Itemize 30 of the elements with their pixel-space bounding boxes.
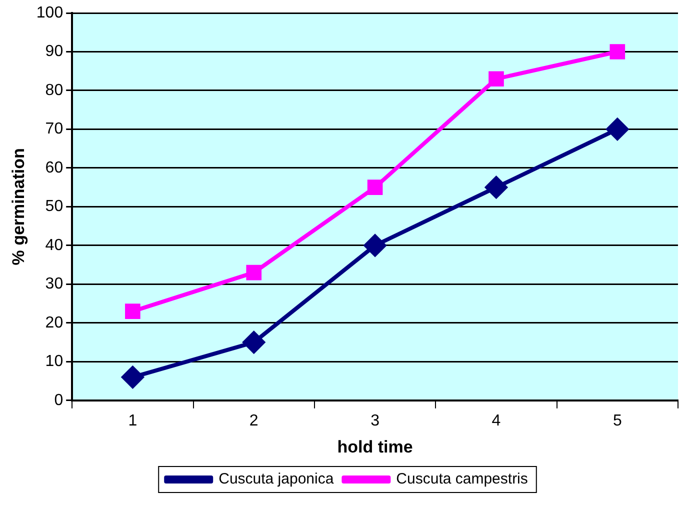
y-tick-label: 30 (45, 276, 64, 293)
y-tick-label: 90 (45, 43, 64, 60)
x-tick-label: 2 (249, 412, 258, 430)
legend-label: Cuscuta japonica (218, 470, 334, 488)
y-tick-label: 40 (45, 236, 64, 254)
y-tick-label: 20 (45, 314, 64, 332)
y-tick-label: 80 (45, 82, 64, 99)
x-tick-label: 5 (612, 412, 622, 430)
point (485, 176, 508, 198)
y-tick-label: 60 (45, 159, 64, 176)
point (367, 180, 383, 195)
y-tick-label: 10 (45, 353, 64, 370)
x-tick-label: 1 (128, 412, 138, 430)
point (242, 331, 265, 354)
point (610, 44, 626, 60)
x-axis-title: hold time (337, 437, 413, 456)
legend-label: Cuscuta campestris (396, 470, 528, 488)
y-tick-label: 0 (54, 392, 64, 409)
y-tick-label: 50 (45, 198, 64, 216)
point (488, 71, 504, 87)
point (364, 234, 386, 256)
point (246, 264, 262, 280)
y-axis-title: % germination (8, 148, 28, 266)
y-tick-label: 70 (45, 120, 64, 138)
point (122, 366, 144, 388)
y-tick-label: 100 (36, 4, 64, 22)
point (125, 304, 140, 319)
point (606, 118, 628, 140)
x-tick-label: 4 (492, 412, 501, 430)
x-tick-label: 3 (370, 412, 380, 430)
